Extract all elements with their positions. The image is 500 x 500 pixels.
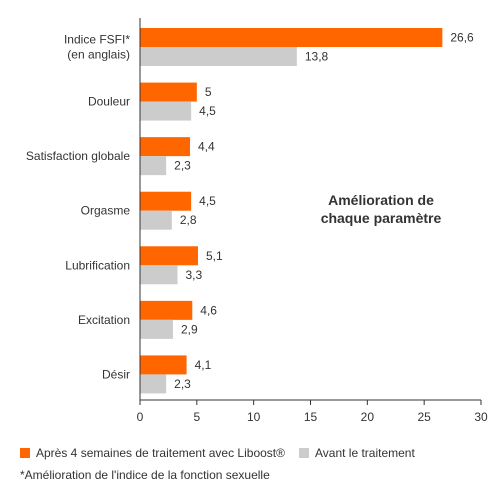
legend-item-before: Avant le traitement — [298, 446, 415, 460]
bar-after — [140, 191, 192, 211]
chart-annotation: Amélioration de — [328, 192, 434, 208]
data-label: 4,5 — [199, 194, 216, 208]
bar-after — [140, 82, 197, 102]
bar-after — [140, 28, 443, 47]
data-label: 26,6 — [450, 31, 474, 45]
footnote: *Amélioration de l'indice de la fonction… — [20, 468, 270, 482]
category-label: Douleur — [88, 95, 130, 109]
x-tick-label: 30 — [474, 410, 488, 424]
legend-label-after: Après 4 semaines de traitement avec Libo… — [36, 446, 285, 460]
bar-before — [140, 156, 167, 176]
data-label: 4,4 — [198, 140, 215, 154]
bar-before — [140, 47, 297, 66]
data-label: 2,3 — [174, 377, 191, 391]
category-label: Indice FSFI* — [64, 33, 130, 47]
data-label: 2,8 — [180, 213, 197, 227]
data-label: 4,5 — [199, 104, 216, 118]
bar-chart: 26,6 13,8 Indice FSFI*(en anglais) 5 4,5 Doul… — [26, 18, 488, 424]
x-tick-label: 0 — [137, 410, 144, 424]
x-tick-label: 10 — [247, 410, 261, 424]
data-label: 13,8 — [305, 50, 329, 64]
x-tick-label: 5 — [193, 410, 200, 424]
data-label: 2,9 — [181, 322, 198, 336]
legend-swatch-after — [20, 448, 30, 458]
legend-label-before: Avant le traitement — [314, 446, 415, 460]
chart-annotation: chaque paramètre — [321, 210, 442, 226]
bar-after — [140, 246, 198, 266]
data-label: 4,6 — [200, 303, 217, 317]
category-label: Orgasme — [81, 204, 131, 218]
x-tick-label: 25 — [417, 410, 431, 424]
data-label: 4,1 — [195, 358, 212, 372]
bar-before — [140, 101, 192, 121]
chart-legend: Après 4 semaines de traitement avec Libo… — [20, 446, 423, 460]
category-label: (en anglais) — [67, 48, 130, 62]
bar-before — [140, 374, 167, 394]
x-tick-label: 15 — [304, 410, 318, 424]
data-label: 2,3 — [174, 159, 191, 173]
category-label: Lubrification — [65, 258, 130, 272]
legend-item-after: Après 4 semaines de traitement avec Libo… — [20, 446, 285, 460]
bar-before — [140, 319, 173, 339]
category-label: Excitation — [78, 313, 130, 327]
bar-after — [140, 300, 193, 320]
legend-swatch-before — [298, 448, 309, 458]
data-label: 5,1 — [206, 249, 223, 263]
bar-after — [140, 355, 187, 375]
bar-after — [140, 137, 191, 157]
bar-before — [140, 265, 178, 285]
category-label: Désir — [102, 367, 130, 381]
data-label: 3,3 — [186, 268, 203, 282]
data-label: 5 — [205, 85, 212, 99]
category-label: Satisfaction globale — [26, 149, 130, 163]
bar-before — [140, 210, 172, 230]
x-tick-label: 20 — [361, 410, 375, 424]
